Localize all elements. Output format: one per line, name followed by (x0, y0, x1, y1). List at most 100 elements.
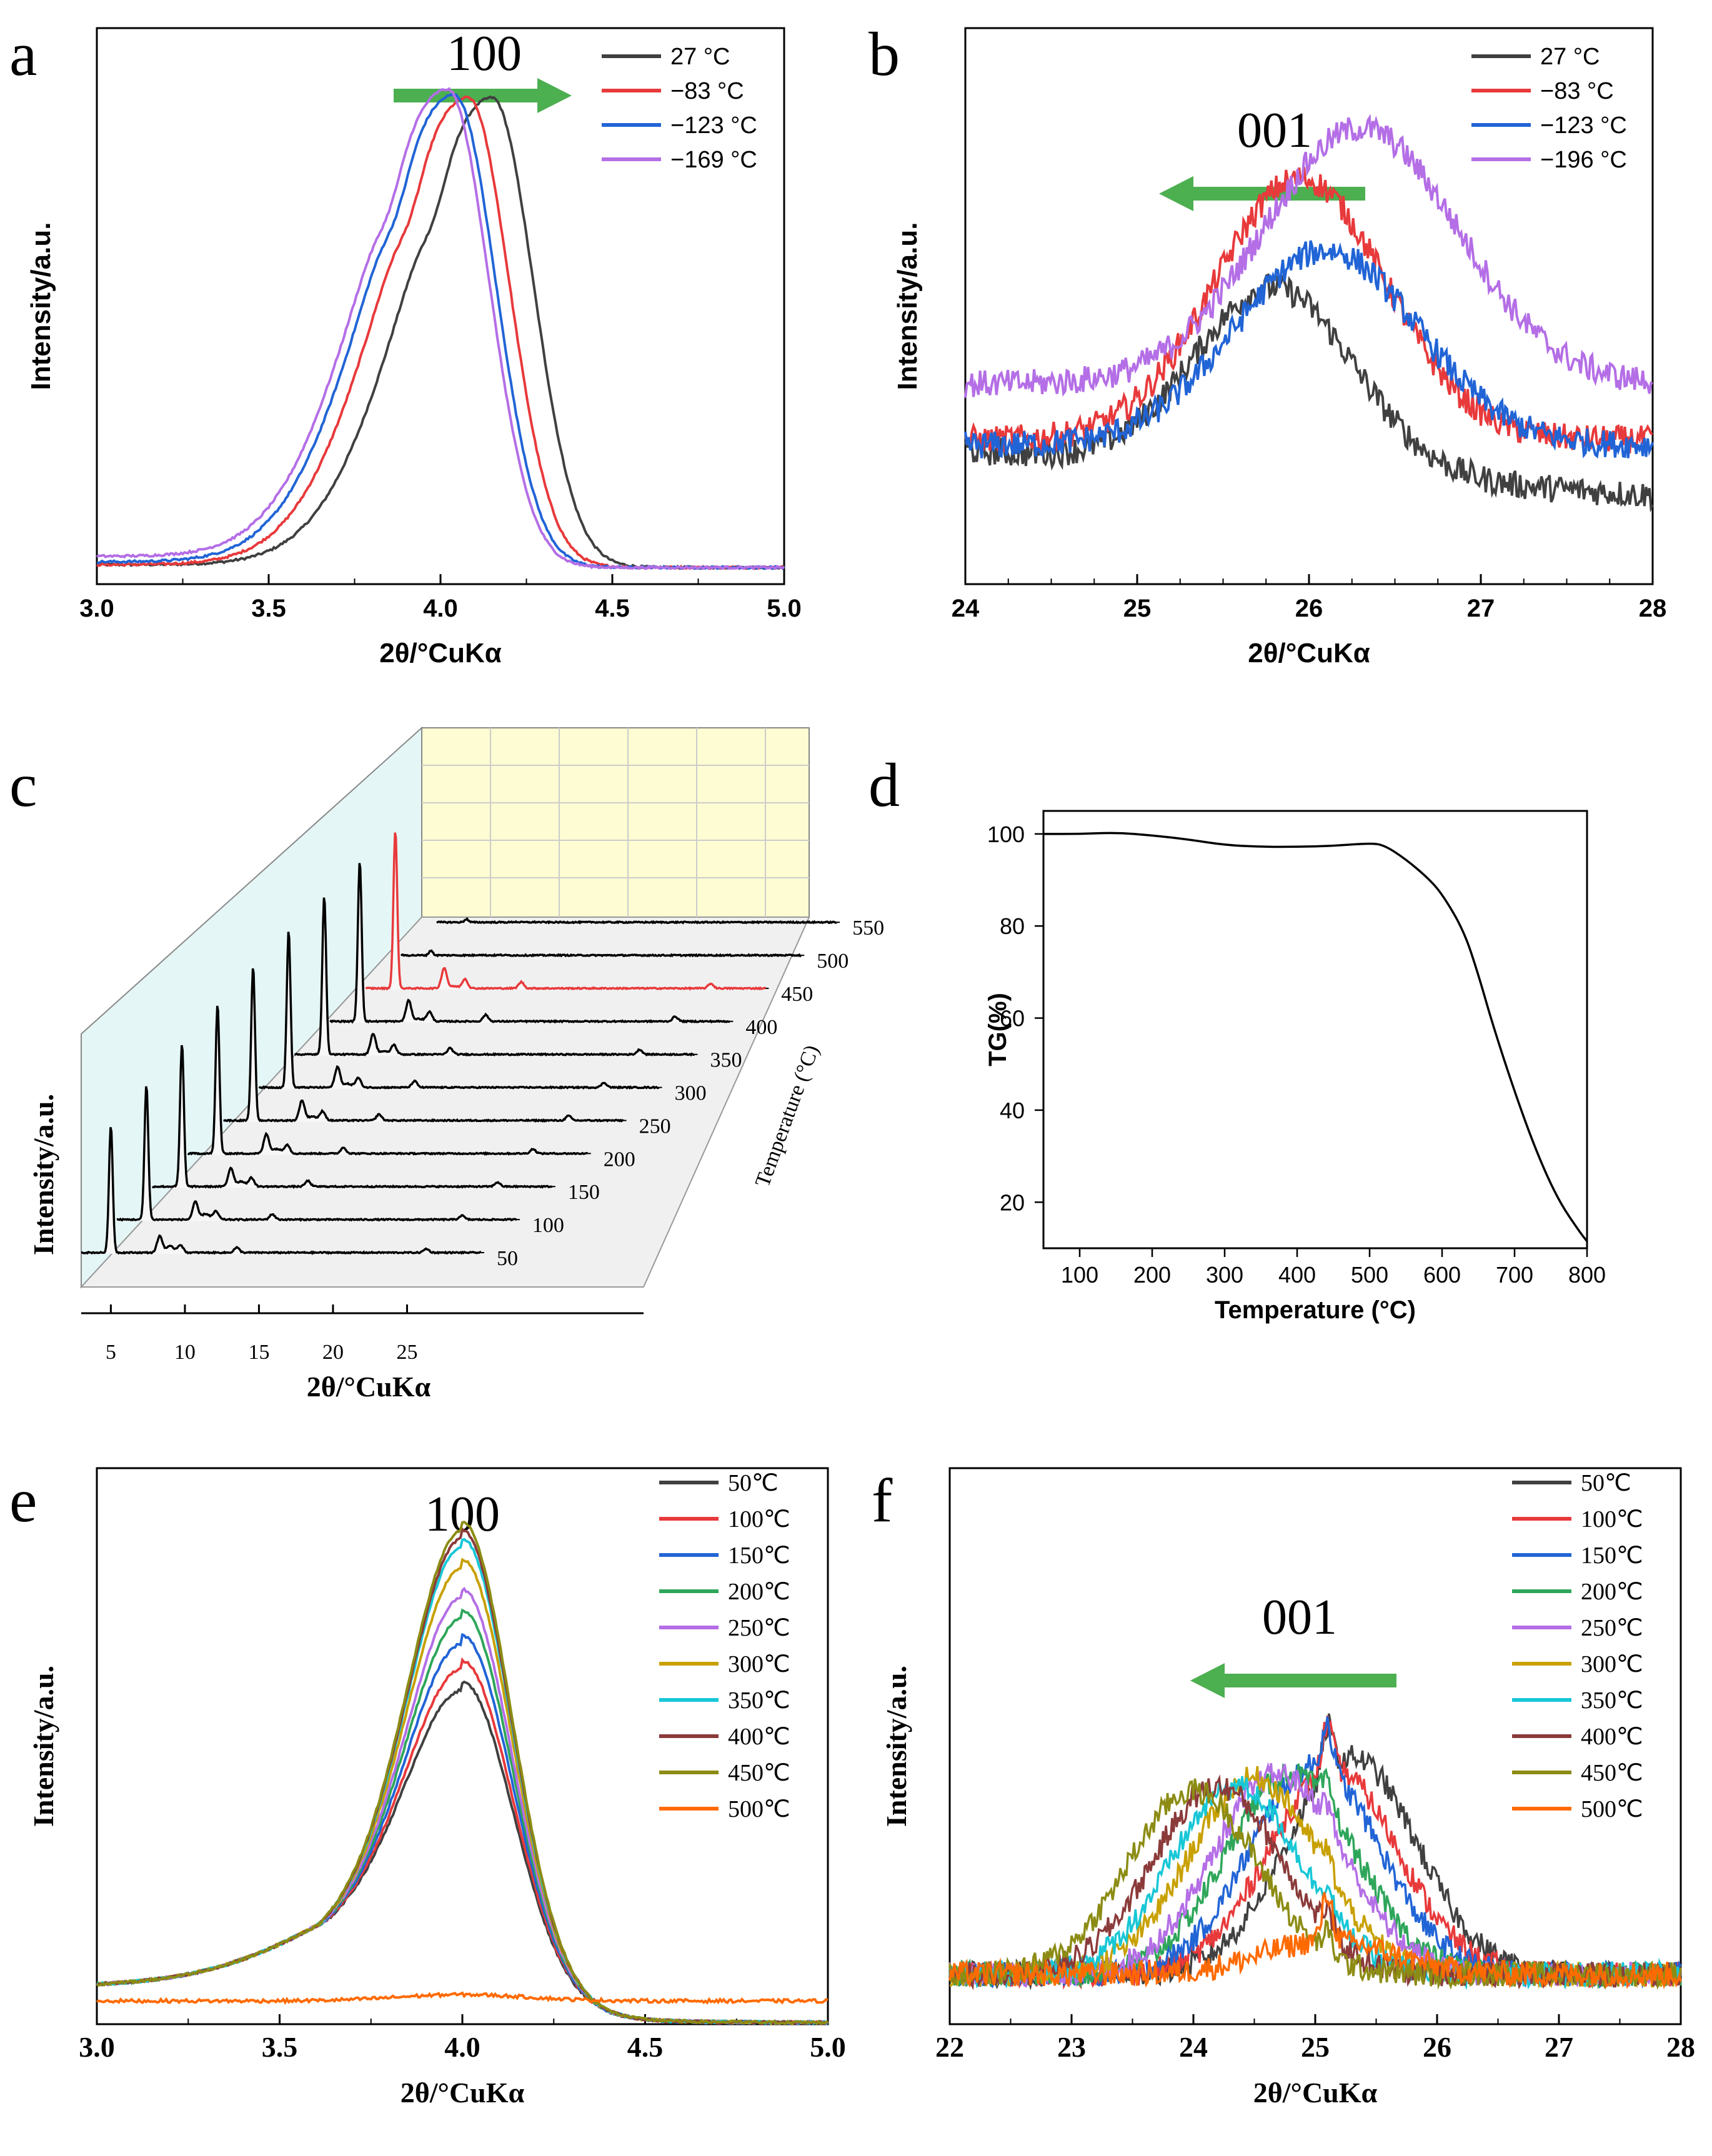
x-tick-label: 25 (1301, 2031, 1330, 2063)
y-axis-label: TG(%) (984, 993, 1012, 1066)
panel-label: f (872, 1466, 893, 1535)
x-tick-label: 800 (1568, 1262, 1606, 1288)
temperature-tick-label: 50 (497, 1247, 518, 1270)
x-tick-label: 500 (1351, 1262, 1388, 1288)
legend-entry: 300℃ (1581, 1651, 1643, 1677)
series-line (116, 1086, 518, 1222)
y-axis-label: Intensity/a.u. (880, 1666, 912, 1827)
series-line (223, 968, 624, 1123)
legend-entry: 100℃ (728, 1506, 790, 1533)
series-line (96, 1680, 829, 2025)
y-axis-label: Intensity/a.u. (27, 1094, 59, 1255)
x-axis-label: 2θ/°CuKα (379, 638, 502, 668)
series-line (96, 1632, 829, 2025)
y-tick-label: 100 (987, 822, 1025, 847)
panel-label: e (9, 1466, 37, 1535)
x-tick-label: 700 (1496, 1262, 1533, 1288)
series-line (81, 1126, 482, 1256)
panel-e: 3.0 3.5 4.0 4.5 5.0 2θ/°CuKα Intensity/a.u. e 10… (9, 1466, 846, 2109)
x-tick-label: 26 (1423, 2031, 1451, 2063)
legend-entry: 150℃ (728, 1542, 790, 1569)
temperature-tick-label: 250 (639, 1115, 671, 1138)
legend-entry: −83 °C (670, 78, 744, 104)
x-axis-label: 2θ/°CuKα (1248, 638, 1370, 668)
plot-frame (96, 1467, 829, 2025)
tg-curve (1043, 832, 1588, 1243)
x-tick-label: 100 (1061, 1262, 1098, 1288)
y-tick-label: 80 (1000, 913, 1025, 939)
x-axis-label: Temperature (°C) (1215, 1296, 1416, 1324)
x-tick-label: 3.0 (79, 595, 114, 622)
legend-entry: 450℃ (728, 1760, 790, 1786)
x-tick-label: 20 (322, 1341, 344, 1364)
y-tick-label: 40 (1000, 1098, 1025, 1123)
legend-entry: −196 °C (1540, 147, 1627, 173)
plot-frame (1042, 810, 1588, 1249)
temperature-tick-label: 200 (604, 1148, 635, 1171)
x-tick-label: 4.5 (627, 2031, 664, 2063)
x-tick-label: 24 (952, 595, 980, 622)
panel-label: c (9, 750, 37, 820)
series-line (964, 240, 1654, 459)
x-tick-label: 4.0 (444, 2031, 480, 2063)
series-line (964, 114, 1653, 398)
x-tick-label: 23 (1057, 2031, 1086, 2063)
x-tick-label: 27 (1467, 595, 1495, 622)
series-line (329, 863, 730, 1024)
legend-entry: 500℃ (1581, 1796, 1643, 1822)
legend-entry: 50℃ (728, 1470, 779, 1496)
shift-arrow-head (1190, 1663, 1225, 1698)
legend-entry: 300℃ (728, 1651, 790, 1677)
series-line (948, 1715, 1682, 1990)
series-line (96, 87, 785, 570)
series-line (365, 832, 767, 991)
y-tick-label: 60 (1000, 1006, 1025, 1031)
panel-f: 22 23 24 25 26 27 28 2θ/°CuKα Intensity/a.u. f 001… (872, 1466, 1695, 2109)
legend-entry: 500℃ (728, 1796, 790, 1822)
legend-entry: 350℃ (728, 1687, 790, 1714)
x-tick-label: 5.0 (810, 2031, 846, 2063)
x-tick-label: 3.0 (79, 2031, 115, 2063)
series-line (96, 1526, 829, 2025)
x-axis-label: 2θ/°CuKα (1253, 2077, 1378, 2109)
x-tick-label: 5 (106, 1341, 116, 1364)
series-line (96, 1991, 829, 2005)
temperature-tick-label: 100 (532, 1214, 564, 1237)
x-tick-label: 4.5 (595, 595, 630, 622)
series-line (964, 167, 1653, 454)
series-line (948, 1716, 1682, 1989)
x-tick-label: 27 (1545, 2031, 1573, 2063)
temperature-tick-label: 500 (817, 950, 849, 973)
shift-arrow-head (1159, 176, 1193, 211)
legend-entry: 200℃ (728, 1579, 790, 1605)
y-axis-label: Intensity/a.u. (26, 222, 56, 390)
legend-entry: 250℃ (728, 1615, 790, 1641)
panel-label: a (9, 19, 37, 89)
legend-entry: 200℃ (1581, 1579, 1643, 1605)
floor (79, 917, 810, 1288)
y-axis-label: Intensity/a.u. (27, 1666, 59, 1827)
peak-index-annotation: 001 (1237, 103, 1312, 158)
y-tick-label: 20 (1000, 1190, 1025, 1215)
series-line (948, 1892, 1682, 1990)
temperature-tick-label: 300 (675, 1082, 707, 1105)
x-tick-label: 26 (1295, 595, 1323, 622)
legend-entry: 350℃ (1581, 1687, 1643, 1714)
x-tick-label: 5.0 (767, 595, 802, 622)
legend-entry: 250℃ (1581, 1615, 1643, 1641)
panel-label: b (868, 19, 900, 89)
series-line (96, 1608, 829, 2025)
legend-entry: 400℃ (1581, 1724, 1643, 1750)
x-tick-label: 300 (1206, 1262, 1243, 1288)
series-line (187, 1005, 588, 1156)
panel-label: d (868, 750, 900, 820)
temperature-tick-label: 350 (710, 1049, 742, 1072)
x-tick-label: 400 (1278, 1262, 1316, 1288)
legend-entry: 450℃ (1581, 1760, 1643, 1786)
series-line (948, 1774, 1682, 1990)
legend-entry: −169 °C (670, 147, 757, 173)
x-tick-label: 10 (174, 1341, 196, 1364)
plot-frame (96, 27, 785, 585)
legend-entry: 50℃ (1581, 1470, 1631, 1496)
